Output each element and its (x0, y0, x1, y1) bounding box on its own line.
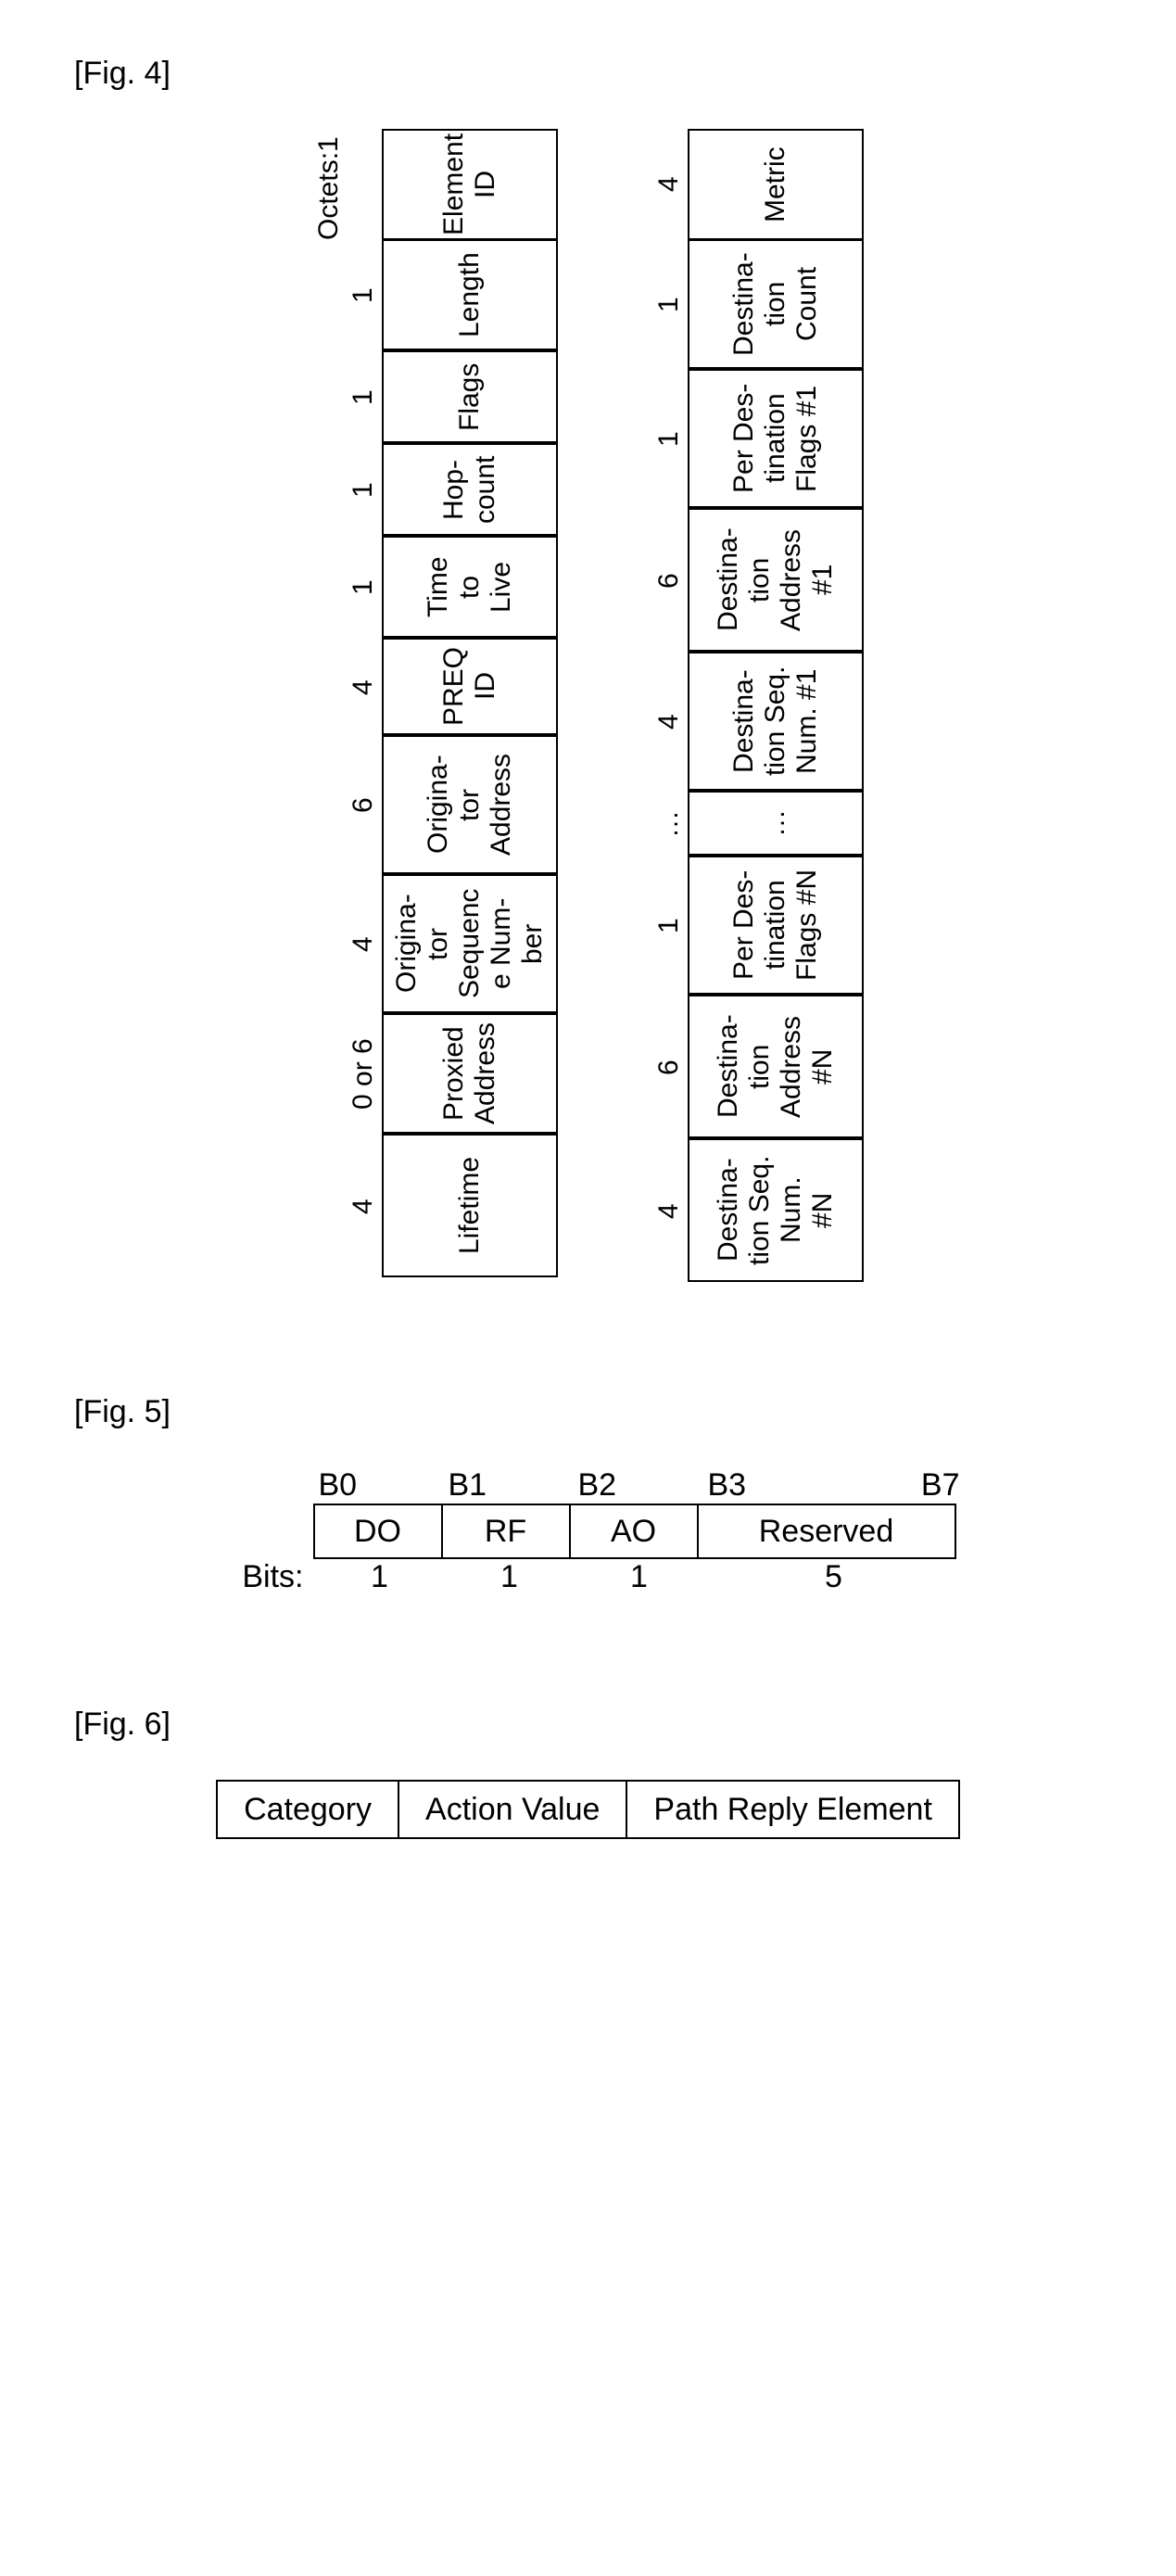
field-cell: Origina- tor Address (382, 735, 558, 874)
field-cell: Per Des- tination Flags #1 (688, 369, 864, 508)
octet-size: 6 (345, 736, 382, 875)
octet-size: 1 (651, 857, 688, 996)
octet-size: 1 (345, 537, 382, 639)
octet-size: 0 or 6 (345, 1014, 382, 1135)
field-row: …… (651, 792, 864, 857)
field-cell: Flags (382, 350, 558, 443)
field-cell: PREQ ID (382, 638, 558, 735)
field-cell: Element ID (382, 129, 558, 240)
bit-header: B2 (575, 1467, 704, 1504)
flag-cell: AO (569, 1504, 699, 1559)
field-row: 4Lifetime (345, 1135, 558, 1278)
field-cell: Destina- tion Seq. Num. #N (688, 1138, 864, 1282)
fig4-label: [Fig. 4] (74, 56, 1102, 92)
bit-header: B1 (445, 1467, 575, 1504)
octet-size: 4 (345, 1135, 382, 1278)
field-cell: Proxied Address (382, 1013, 558, 1134)
field-cell: Per Des- tination Flags #N (688, 856, 864, 995)
field-cell: Time to Live (382, 536, 558, 638)
field-cell: Hop- count (382, 443, 558, 536)
field-row: 4Destina- tion Seq. Num. #N (651, 1139, 864, 1283)
octet-size: 4 (345, 875, 382, 1014)
field-row: 6Origina- tor Address (345, 736, 558, 875)
field-cell: Origina- tor Sequenc e Num- ber (382, 874, 558, 1013)
octet-size: 1 (651, 240, 688, 370)
octet-size (345, 129, 382, 240)
octets-prefix: Octets:1 (313, 129, 345, 240)
octet-size: 1 (345, 240, 382, 351)
field-cell: Lifetime (382, 1134, 558, 1277)
field-cell: Destina- tion Count (688, 239, 864, 369)
frame-field: Path Reply Element (626, 1780, 960, 1839)
bit-count: 5 (704, 1559, 964, 1595)
fig4-diagram: Octets:1 Element ID1Length1Flags1Hop- co… (74, 129, 1102, 1283)
field-row: 1Hop- count (345, 444, 558, 537)
field-row: 4Metric (651, 129, 864, 240)
field-cell: Destina- tion Address #N (688, 995, 864, 1138)
bit-count: 1 (575, 1559, 704, 1595)
field-cell: Destina- tion Address #1 (688, 508, 864, 652)
field-row: 1Destina- tion Count (651, 240, 864, 370)
fig6-label: [Fig. 6] (74, 1707, 1102, 1743)
field-row: 6Destina- tion Address #N (651, 996, 864, 1139)
bit-count: 1 (445, 1559, 575, 1595)
octet-size: 4 (651, 653, 688, 792)
octet-size: 4 (651, 1139, 688, 1283)
field-row: 4PREQ ID (345, 639, 558, 736)
flag-cell: Reserved (697, 1504, 956, 1559)
octet-size: 4 (345, 639, 382, 736)
field-row: 6Destina- tion Address #1 (651, 509, 864, 653)
field-row: 1Flags (345, 351, 558, 444)
octet-size: 6 (651, 996, 688, 1139)
field-row: 4Destina- tion Seq. Num. #1 (651, 653, 864, 792)
flag-cell: DO (313, 1504, 443, 1559)
bit-header: B0 (315, 1467, 445, 1504)
bits-prefix: Bits: (213, 1559, 315, 1595)
octet-size: 4 (651, 129, 688, 240)
frame-field: Action Value (398, 1780, 627, 1839)
field-row: Element ID (345, 129, 558, 240)
field-row: 4Origina- tor Sequenc e Num- ber (345, 875, 558, 1014)
field-row: 0 or 6Proxied Address (345, 1014, 558, 1135)
field-cell: … (688, 791, 864, 856)
flag-cell: RF (441, 1504, 571, 1559)
fig5-diagram: B0B1B2B3B7 DORFAOReserved Bits:1115 (74, 1467, 1102, 1595)
fig5-label: [Fig. 5] (74, 1394, 1102, 1430)
field-row: 1Length (345, 240, 558, 351)
octet-size: … (651, 792, 688, 857)
field-cell: Length (382, 239, 558, 350)
bit-header: B3B7 (704, 1467, 964, 1504)
field-row: 1Time to Live (345, 537, 558, 639)
octet-size: 1 (345, 351, 382, 444)
fig6-diagram: CategoryAction ValuePath Reply Element (74, 1780, 1102, 1839)
fig4-row1: Octets:1 Element ID1Length1Flags1Hop- co… (313, 129, 558, 1283)
octet-size: 1 (345, 444, 382, 537)
frame-field: Category (216, 1780, 399, 1839)
field-cell: Metric (688, 129, 864, 240)
field-cell: Destina- tion Seq. Num. #1 (688, 652, 864, 791)
fig4-row2: 4Metric1Destina- tion Count1Per Des- tin… (651, 129, 864, 1283)
field-row: 1Per Des- tination Flags #N (651, 857, 864, 996)
octet-size: 1 (651, 370, 688, 509)
octet-size: 6 (651, 509, 688, 653)
bit-count: 1 (315, 1559, 445, 1595)
field-row: 1Per Des- tination Flags #1 (651, 370, 864, 509)
